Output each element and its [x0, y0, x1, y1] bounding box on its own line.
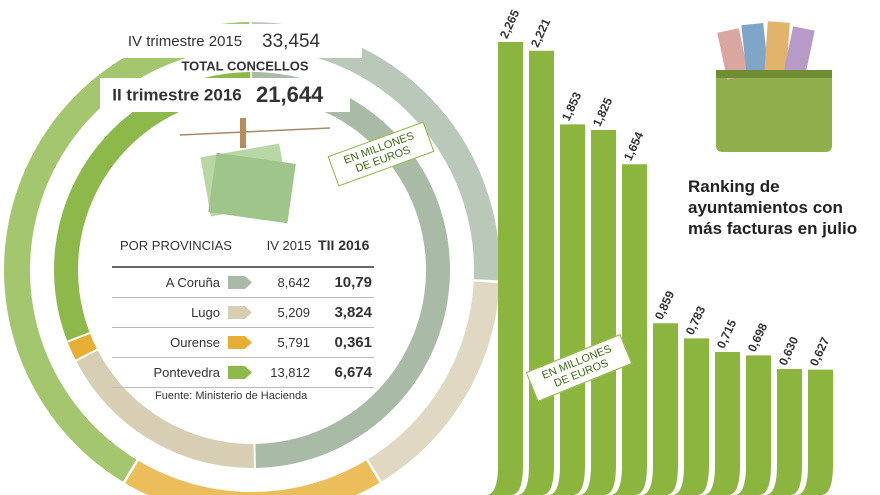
value-2016: 0,361: [334, 334, 372, 351]
ring-segment: [76, 350, 254, 468]
bar: [734, 355, 771, 495]
table-row: Ourense 5,791 0,361: [112, 328, 374, 358]
bar: [579, 130, 616, 495]
value-label: 0,630: [776, 334, 802, 367]
color-swatch: [228, 366, 252, 379]
value-2016: 3,824: [334, 304, 372, 321]
value-label: 1,825: [590, 95, 616, 128]
column-header: IV 2015: [266, 237, 312, 253]
bar: [610, 164, 647, 495]
value-label: 0,783: [683, 304, 709, 337]
ring-segment: [53, 72, 251, 341]
province-table: POR PROVINCIAS IV 2015 TII 2016 A Coruña 8,6…: [112, 224, 374, 388]
ring-segment: [368, 281, 500, 482]
ring-segment: [252, 72, 450, 468]
series-name: IV trimestre 2015: [128, 33, 242, 50]
province-name: A Coruña: [165, 275, 220, 290]
value-2016: 6,674: [334, 364, 372, 381]
value-2016: 10,79: [334, 274, 372, 291]
table-header: POR PROVINCIAS IV 2015 TII 2016: [112, 224, 374, 268]
bar: [486, 42, 523, 495]
table-row: A Coruña 8,642 10,79: [112, 268, 374, 298]
color-swatch: [228, 276, 252, 289]
bar: [672, 338, 709, 495]
bar: [796, 369, 833, 495]
source: Fuente: Ministerio de Hacienda: [155, 390, 308, 402]
donut: IV trimestre 2015 33,454 TOTAL CONCELLOS II…: [4, 22, 500, 495]
value-label: 0,627: [807, 335, 833, 368]
value-2015: 5,791: [277, 335, 310, 350]
value-label: 2,221: [528, 16, 554, 49]
column-header: TII 2016: [318, 236, 370, 253]
value-label: 0,698: [745, 321, 771, 354]
value-label: 1,654: [621, 129, 647, 162]
value-2015: 8,642: [277, 275, 310, 290]
series-total: 21,644: [256, 82, 324, 107]
value-label: 0,859: [652, 288, 678, 321]
series-total: 33,454: [262, 31, 321, 52]
table-row: Pontevedra 13,812 6,674: [112, 358, 374, 388]
bar-title: Ranking de ayuntamientos con más factura…: [688, 177, 858, 238]
bar: [548, 124, 585, 495]
wallet-illustration: [716, 21, 832, 152]
series-name: II trimestre 2016: [112, 85, 241, 104]
bar: [641, 323, 678, 495]
color-swatch: [228, 306, 252, 319]
value-label: 1,853: [559, 90, 585, 123]
color-swatch: [228, 336, 252, 349]
province-name: Lugo: [191, 305, 220, 320]
ring-segment: [4, 22, 250, 482]
table-row: Lugo 5,209 3,824: [112, 298, 374, 328]
province-name: Ourense: [170, 335, 220, 350]
province-name: Pontevedra: [153, 365, 221, 380]
bills-illustration: [179, 118, 331, 224]
bar: [765, 369, 802, 495]
bar: [703, 352, 740, 495]
value-label: 2,265: [497, 7, 523, 40]
value-2015: 13,812: [270, 365, 310, 380]
value-label: 0,715: [714, 317, 740, 350]
donut-title: TOTAL CONCELLOS: [181, 58, 308, 73]
ring-segment: [67, 333, 97, 360]
ring-segment: [125, 460, 380, 495]
header-label: POR PROVINCIAS: [120, 237, 232, 253]
label-bg: [112, 24, 362, 58]
value-2015: 5,209: [277, 305, 310, 320]
label-bg: [100, 78, 350, 112]
